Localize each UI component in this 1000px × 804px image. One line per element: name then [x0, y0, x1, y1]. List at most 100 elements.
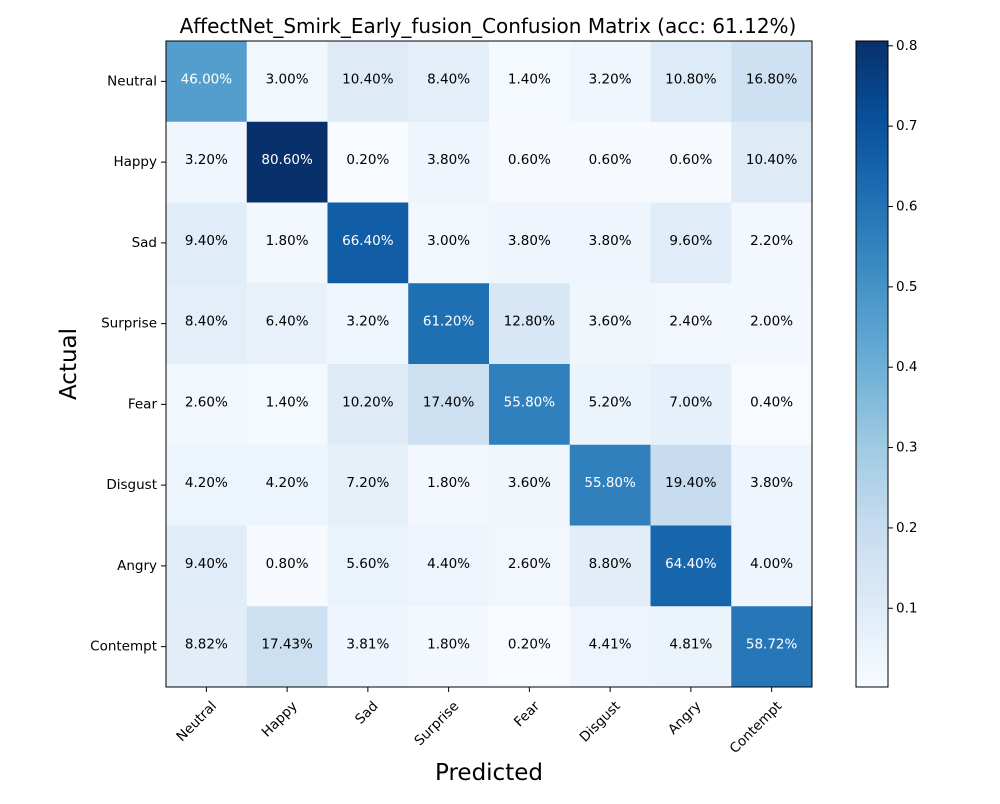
heatmap-cell-6-5: [569, 525, 651, 607]
heatmap-cell-6-7: [731, 525, 813, 607]
cell-value-label: 55.80%: [504, 394, 556, 410]
heatmap-cells: [166, 41, 813, 688]
y-tick-label: Disgust: [106, 477, 157, 493]
cell-value-label: 1.80%: [427, 475, 470, 491]
heatmap-cell-5-2: [327, 444, 409, 526]
cell-labels: 46.00% 3.00% 10.40% 8.40% 1.40% 3.20% 10.80% 16…: [181, 71, 798, 652]
cell-value-label: 7.20%: [346, 475, 389, 491]
heatmap-cell-3-0: [166, 283, 248, 365]
y-tick-label: Fear: [128, 396, 158, 412]
heatmap-cell-5-6: [650, 444, 732, 526]
cell-value-label: 0.80%: [266, 556, 309, 572]
x-tick-label: Neutral: [173, 698, 220, 745]
colorbar-tick-label: 0.5: [896, 279, 917, 295]
cell-value-label: 4.20%: [185, 475, 228, 491]
cell-value-label: 8.80%: [589, 556, 632, 572]
cell-value-label: 61.20%: [423, 314, 475, 330]
heatmap-cell-1-1: [246, 121, 328, 203]
heatmap-cell-2-5: [569, 202, 651, 284]
heatmap-cell-2-1: [246, 202, 328, 284]
heatmap-cell-0-2: [327, 41, 409, 123]
cell-value-label: 9.40%: [185, 233, 228, 249]
x-tick-label: Surprise: [411, 698, 462, 749]
cell-value-label: 4.41%: [589, 637, 632, 653]
heatmap-cell-3-5: [569, 283, 651, 365]
cell-value-label: 1.40%: [508, 71, 551, 87]
heatmap-cell-6-2: [327, 525, 409, 607]
colorbar-tick-label: 0.4: [896, 359, 917, 375]
cell-value-label: 55.80%: [584, 475, 636, 491]
cell-value-label: 1.40%: [266, 394, 309, 410]
cell-value-label: 0.60%: [508, 152, 551, 168]
heatmap-cell-7-6: [650, 606, 732, 688]
y-tick-label: Neutral: [107, 73, 157, 89]
cell-value-label: 19.40%: [665, 475, 717, 491]
heatmap-cell-0-0: [166, 41, 248, 123]
heatmap-cell-5-5: [569, 444, 651, 526]
cell-value-label: 3.60%: [508, 475, 551, 491]
colorbar-tick-label: 0.7: [896, 118, 917, 134]
heatmap-cell-4-5: [569, 364, 651, 446]
cell-value-label: 3.60%: [589, 314, 632, 330]
cell-value-label: 80.60%: [261, 152, 313, 168]
heatmap-cell-4-2: [327, 364, 409, 446]
heatmap-cell-0-4: [489, 41, 571, 123]
colorbar-tick-label: 0.8: [896, 38, 917, 54]
cell-value-label: 3.80%: [427, 152, 470, 168]
cell-value-label: 3.80%: [589, 233, 632, 249]
cell-value-label: 64.40%: [665, 556, 717, 572]
x-tick-label: Disgust: [577, 698, 624, 745]
cell-value-label: 9.60%: [669, 233, 712, 249]
heatmap-cell-4-1: [246, 364, 328, 446]
heatmap-cell-6-6: [650, 525, 732, 607]
heatmap-cell-0-6: [650, 41, 732, 123]
cell-value-label: 0.60%: [669, 152, 712, 168]
heatmap-cell-5-3: [408, 444, 490, 526]
heatmap-cell-4-4: [489, 364, 571, 446]
heatmap-cell-6-0: [166, 525, 248, 607]
cell-value-label: 16.80%: [746, 71, 798, 87]
y-axis-ticks: Neutral Happy Sad Surprise Fear Disgust Angry C…: [90, 73, 166, 655]
cell-value-label: 2.40%: [669, 314, 712, 330]
heatmap-cell-0-3: [408, 41, 490, 123]
cell-value-label: 1.80%: [427, 637, 470, 653]
cell-value-label: 4.40%: [427, 556, 470, 572]
cell-value-label: 2.60%: [185, 394, 228, 410]
y-tick-label: Happy: [113, 154, 157, 170]
heatmap-cell-5-1: [246, 444, 328, 526]
cell-value-label: 58.72%: [746, 637, 798, 653]
heatmap-cell-7-3: [408, 606, 490, 688]
heatmap-cell-4-3: [408, 364, 490, 446]
colorbar-tick-label: 0.6: [896, 199, 917, 215]
cell-value-label: 17.43%: [261, 637, 313, 653]
heatmap-cell-7-1: [246, 606, 328, 688]
colorbar-tick-label: 0.2: [896, 520, 917, 536]
heatmap-cell-2-3: [408, 202, 490, 284]
heatmap-cell-1-6: [650, 121, 732, 203]
heatmap-cell-7-5: [569, 606, 651, 688]
plot-frame: [165, 40, 813, 688]
cell-value-label: 7.00%: [669, 394, 712, 410]
cell-value-label: 6.40%: [266, 314, 309, 330]
x-axis-ticks: Neutral Happy Sad Surprise Fear Disgust Angry C…: [173, 687, 785, 757]
heatmap-cell-1-7: [731, 121, 813, 203]
colorbar-tick-label: 0.3: [896, 440, 917, 456]
heatmap-cell-4-0: [166, 364, 248, 446]
cell-value-label: 3.20%: [346, 314, 389, 330]
cell-value-label: 3.20%: [185, 152, 228, 168]
cell-value-label: 0.40%: [750, 394, 793, 410]
colorbar: [855, 40, 889, 688]
chart-title: AffectNet_Smirk_Early_fusion_Confusion M…: [180, 14, 797, 38]
heatmap-cell-0-7: [731, 41, 813, 123]
colorbar-tick-label: 0.1: [896, 600, 917, 616]
x-axis-label: Predicted: [435, 760, 543, 786]
cell-value-label: 5.20%: [589, 394, 632, 410]
cell-value-label: 2.00%: [750, 314, 793, 330]
cell-value-label: 9.40%: [185, 556, 228, 572]
cell-value-label: 1.80%: [266, 233, 309, 249]
cell-value-label: 0.20%: [508, 637, 551, 653]
y-tick-label: Contempt: [90, 639, 157, 655]
heatmap-cell-5-7: [731, 444, 813, 526]
cell-value-label: 3.80%: [508, 233, 551, 249]
